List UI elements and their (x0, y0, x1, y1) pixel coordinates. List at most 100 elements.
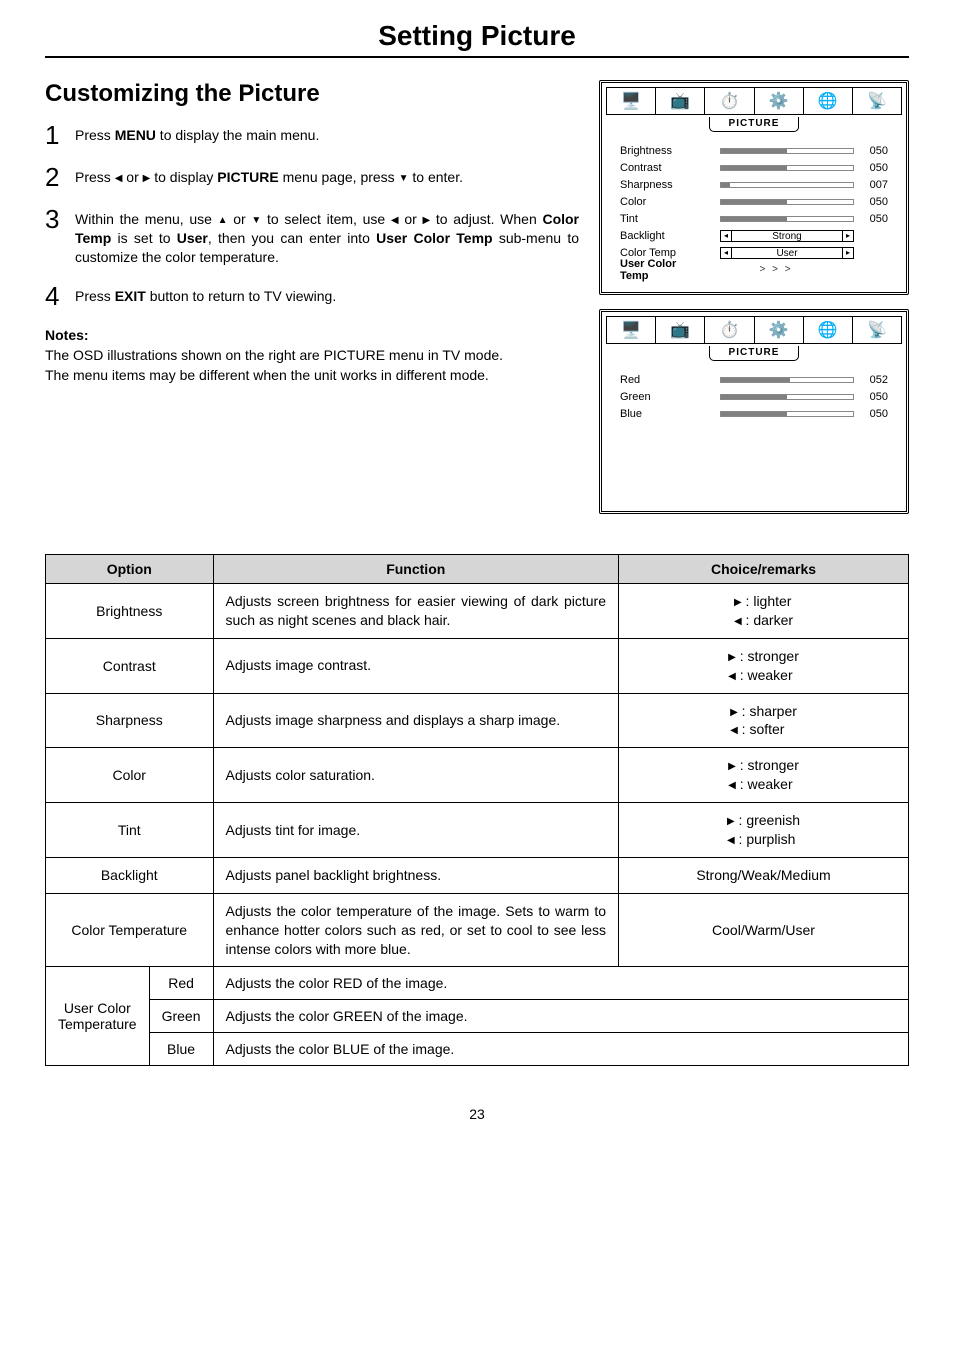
osd-icon: 🌐 (804, 317, 853, 343)
osd-item-label: Contrast (620, 162, 720, 174)
th-option: Option (46, 555, 214, 584)
osd-icon: 📡 (853, 88, 901, 114)
cell-function: Adjusts image sharpness and displays a s… (213, 693, 618, 748)
cell-choice: ▶ : stronger◀ : weaker (619, 638, 909, 693)
table-row: BlueAdjusts the color BLUE of the image. (46, 1033, 909, 1066)
arrow-left-icon: ◂ (720, 230, 732, 242)
osd-slider-row: Tint050 (620, 210, 888, 227)
table-row: TintAdjusts tint for image.▶ : greenish◀… (46, 803, 909, 858)
osd-value: 050 (854, 162, 888, 174)
osd-tab-label: PICTURE (709, 346, 799, 361)
osd-icon: 🖥️ (607, 88, 656, 114)
step-number: 3 (45, 206, 65, 232)
th-choice: Choice/remarks (619, 555, 909, 584)
table-row: Color TemperatureAdjusts the color tempe… (46, 893, 909, 967)
osd-value: 050 (854, 213, 888, 225)
step-number: 4 (45, 283, 65, 309)
osd-item-label: Brightness (620, 145, 720, 157)
osd-item-label: Color (620, 196, 720, 208)
cell-sub-option: Green (149, 1000, 213, 1033)
notes-line: The OSD illustrations shown on the right… (45, 347, 503, 363)
osd-item-label: Blue (620, 408, 720, 420)
osd-slider (720, 216, 854, 222)
instruction-step: 2 Press ◀ or ▶ to display PICTURE menu pa… (45, 164, 579, 190)
osd-icon: ⏱️ (705, 88, 754, 114)
osd-select: ◂User▸ (720, 247, 854, 259)
cell-function: Adjusts the color BLUE of the image. (213, 1033, 908, 1066)
section-heading: Customizing the Picture (45, 80, 579, 108)
osd-slider-row: Color 050 (620, 193, 888, 210)
cell-function: Adjusts the color GREEN of the image. (213, 1000, 908, 1033)
osd-panel-user-color: 🖥️📺⏱️⚙️🌐📡 PICTURE Red052Green050Blue050 (599, 309, 909, 514)
cell-sub-option: Blue (149, 1033, 213, 1066)
cell-option: Contrast (46, 638, 214, 693)
cell-option: Tint (46, 803, 214, 858)
table-row: ContrastAdjusts image contrast.▶ : stron… (46, 638, 909, 693)
page-number: 23 (45, 1106, 909, 1122)
osd-value: 050 (854, 196, 888, 208)
osd-item-label: User Color Temp (620, 258, 687, 282)
cell-option-group: User Color Temperature (46, 967, 150, 1066)
cell-choice: ▶ : sharper◀ : softer (619, 693, 909, 748)
cell-choice: Strong/Weak/Medium (619, 857, 909, 893)
cell-option: Brightness (46, 584, 214, 639)
osd-slider (720, 394, 854, 400)
cell-sub-option: Red (149, 967, 213, 1000)
options-table: Option Function Choice/remarks Brightnes… (45, 554, 909, 1066)
osd-slider-row: Sharpness 007 (620, 176, 888, 193)
instruction-step: 4 Press EXIT button to return to TV viewi… (45, 283, 579, 309)
osd-icon-bar: 🖥️📺⏱️⚙️🌐📡 (606, 316, 902, 344)
cell-function: Adjusts screen brightness for easier vie… (213, 584, 618, 639)
osd-icon: ⚙️ (755, 88, 804, 114)
notes-label: Notes: (45, 327, 89, 343)
osd-value: 050 (854, 391, 888, 403)
osd-value: 050 (854, 408, 888, 420)
instruction-step: 1Press MENU to display the main menu. (45, 122, 579, 148)
osd-icon: 📡 (853, 317, 901, 343)
cell-function: Adjusts panel backlight brightness. (213, 857, 618, 893)
osd-icon: 📺 (656, 317, 705, 343)
step-text: Press ◀ or ▶ to display PICTURE menu pag… (75, 164, 579, 187)
step-number: 1 (45, 122, 65, 148)
cell-choice: ▶ : lighter◀ : darker (619, 584, 909, 639)
table-row: User Color TemperatureRedAdjusts the col… (46, 967, 909, 1000)
cell-choice: ▶ : stronger◀ : weaker (619, 748, 909, 803)
osd-slider (720, 182, 854, 188)
osd-slider-row: Brightness 050 (620, 142, 888, 159)
osd-slider-row: Blue 050 (620, 405, 888, 422)
table-row: ColorAdjusts color saturation.▶ : strong… (46, 748, 909, 803)
arrow-left-icon: ◂ (720, 247, 732, 259)
cell-choice: ▶ : greenish◀ : purplish (619, 803, 909, 858)
arrow-right-icon: ▸ (842, 247, 854, 259)
page-title: Setting Picture (45, 20, 909, 52)
osd-item-label: Sharpness (620, 179, 720, 191)
cell-function: Adjusts the color RED of the image. (213, 967, 908, 1000)
arrow-right-icon: ▸ (842, 230, 854, 242)
osd-more-indicator: > > > (687, 264, 866, 275)
osd-icon: 🌐 (804, 88, 853, 114)
osd-select-value: User (732, 247, 842, 259)
notes-block: Notes: The OSD illustrations shown on th… (45, 325, 579, 386)
table-row: BrightnessAdjusts screen brightness for … (46, 584, 909, 639)
step-text: Press EXIT button to return to TV viewin… (75, 283, 579, 306)
osd-value: 050 (854, 145, 888, 157)
osd-icon-bar: 🖥️📺⏱️⚙️🌐📡 (606, 87, 902, 115)
osd-icon: 🖥️ (607, 317, 656, 343)
osd-panel-main: 🖥️📺⏱️⚙️🌐📡 PICTURE Brightness050Contrast0… (599, 80, 909, 295)
osd-slider (720, 148, 854, 154)
cell-function: Adjusts color saturation. (213, 748, 618, 803)
cell-option: Backlight (46, 857, 214, 893)
osd-icon: 📺 (656, 88, 705, 114)
th-function: Function (213, 555, 618, 584)
cell-function: Adjusts tint for image. (213, 803, 618, 858)
osd-item-label: Red (620, 374, 720, 386)
osd-icon: ⚙️ (755, 317, 804, 343)
cell-choice: Cool/Warm/User (619, 893, 909, 967)
step-text: Within the menu, use ▲ or ▼ to select it… (75, 206, 579, 267)
cell-option: Sharpness (46, 693, 214, 748)
osd-value: 007 (854, 179, 888, 191)
osd-icon: ⏱️ (705, 317, 754, 343)
step-number: 2 (45, 164, 65, 190)
osd-footer-row: User Color Temp> > > (620, 261, 888, 278)
cell-function: Adjusts image contrast. (213, 638, 618, 693)
